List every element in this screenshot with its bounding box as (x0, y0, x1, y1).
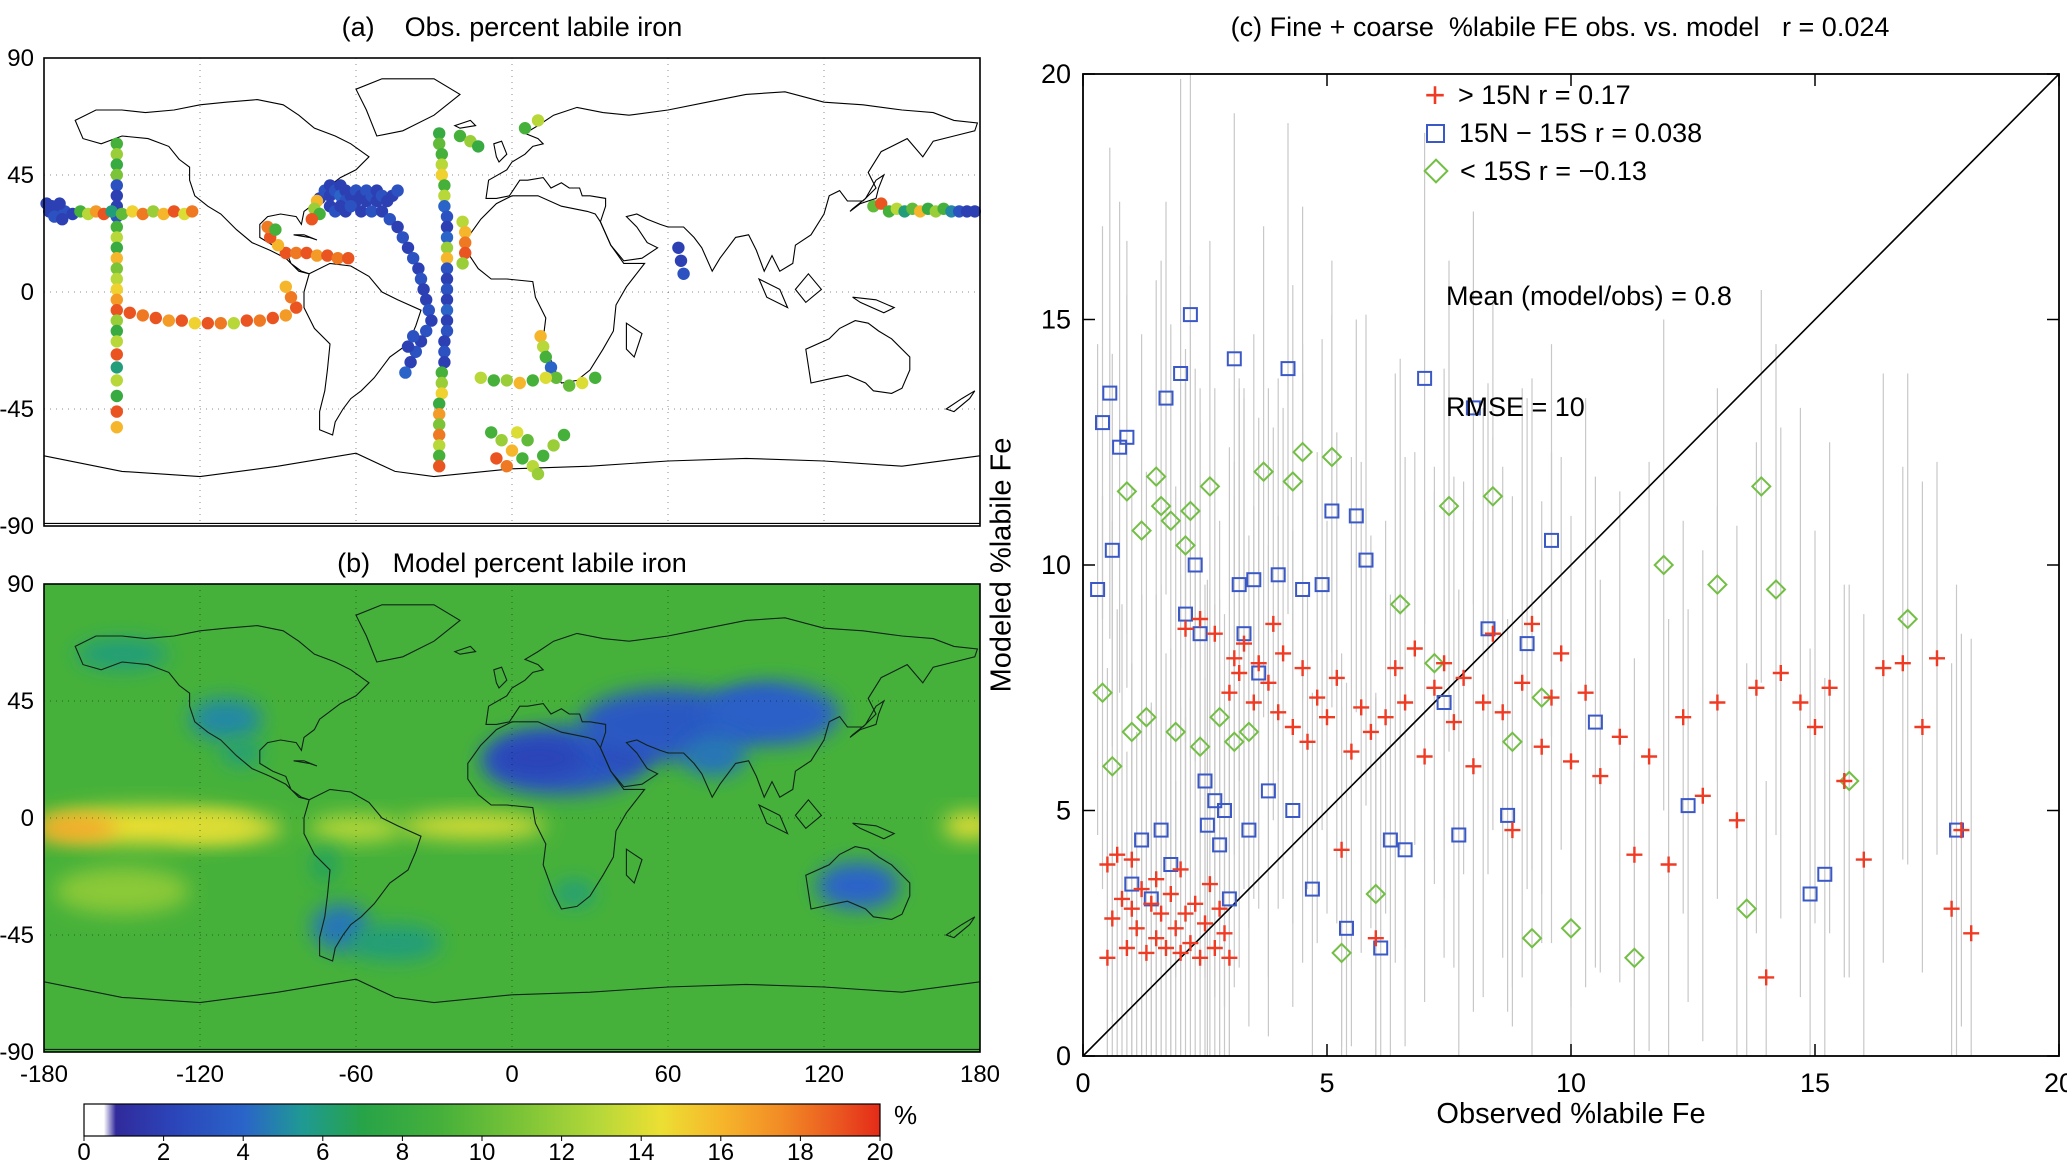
legend-item-lt-15s: < 15S r = −0.13 (1422, 152, 1702, 190)
svg-text:5: 5 (1319, 1068, 1334, 1098)
svg-text:120: 120 (804, 1061, 844, 1088)
diamond-marker-icon (1423, 158, 1449, 184)
svg-text:0: 0 (77, 1139, 90, 1163)
legend-label-gt-15n: > 15N r = 0.17 (1458, 79, 1631, 110)
svg-text:60: 60 (655, 1061, 682, 1088)
svg-text:0: 0 (1056, 1041, 1071, 1071)
svg-text:4: 4 (237, 1139, 250, 1163)
scatter-annotations: Mean (model/obs) = 0.8 RMSE = 10 (1446, 204, 1732, 500)
svg-text:90: 90 (7, 571, 34, 598)
legend-label-15n-15s: 15N − 15S r = 0.038 (1459, 117, 1703, 148)
legend-label-lt-15s: < 15S r = −0.13 (1460, 155, 1647, 186)
panel-a-title: (a) Obs. percent labile iron (341, 12, 683, 42)
svg-text:2: 2 (157, 1139, 170, 1163)
mean-annotation: Mean (model/obs) = 0.8 (1446, 281, 1732, 311)
scatter-x-axis-label: Observed %labile Fe (1436, 1098, 1706, 1130)
rmse-annotation: RMSE = 10 (1446, 392, 1585, 422)
svg-text:90: 90 (7, 45, 34, 72)
svg-text:0: 0 (505, 1061, 518, 1088)
svg-text:10: 10 (1041, 550, 1071, 580)
svg-text:20: 20 (1041, 59, 1071, 89)
svg-text:180: 180 (960, 1061, 1000, 1088)
svg-text:6: 6 (316, 1139, 329, 1163)
svg-text:0: 0 (21, 279, 34, 306)
legend-item-15n-15s: 15N − 15S r = 0.038 (1422, 114, 1702, 152)
svg-text:-45: -45 (0, 922, 34, 949)
svg-text:15: 15 (1041, 305, 1071, 335)
svg-text:20: 20 (867, 1139, 894, 1163)
obs-map-canvas: 90 45 0 -45 -90 (0, 45, 981, 540)
svg-text:-60: -60 (339, 1061, 374, 1088)
svg-text:%: % (894, 1100, 917, 1130)
svg-text:45: 45 (7, 162, 34, 189)
scatter-plot-canvas: 0 5 10 15 20 0 5 10 15 20 (1041, 59, 2067, 1098)
svg-text:15: 15 (1800, 1068, 1830, 1098)
legend-item-gt-15n: + > 15N r = 0.17 (1422, 76, 1702, 114)
svg-text:5: 5 (1056, 796, 1071, 826)
svg-text:10: 10 (1556, 1068, 1586, 1098)
svg-text:14: 14 (628, 1139, 655, 1163)
svg-text:8: 8 (396, 1139, 409, 1163)
model-map-canvas: 90 45 0 -45 -90-180 -120 -60 0 60 120 180 (0, 571, 1000, 1088)
panel-b-title: (b) Model percent labile iron (337, 548, 687, 578)
plus-marker-icon: + (1424, 74, 1446, 115)
svg-text:0: 0 (1075, 1068, 1090, 1098)
svg-text:0: 0 (21, 805, 34, 832)
svg-text:-120: -120 (176, 1061, 224, 1088)
svg-text:16: 16 (707, 1139, 734, 1163)
svg-text:12: 12 (548, 1139, 575, 1163)
svg-text:18: 18 (787, 1139, 814, 1163)
scatter-legend: + > 15N r = 0.17 15N − 15S r = 0.038 < 1… (1422, 76, 1702, 190)
panel-c-title: (c) Fine + coarse %labile FE obs. vs. mo… (1230, 12, 1890, 42)
svg-text:-90: -90 (0, 513, 34, 540)
svg-text:-90: -90 (0, 1039, 34, 1066)
svg-text:20: 20 (2044, 1068, 2067, 1098)
scatter-y-axis-label: Modeled %labile Fe (985, 437, 1018, 693)
svg-text:-45: -45 (0, 396, 34, 423)
colorbar: 0 2 4 6 8 10 12 14 16 18 20% (77, 1100, 917, 1163)
svg-text:-180: -180 (20, 1061, 68, 1088)
svg-text:10: 10 (469, 1139, 496, 1163)
square-marker-icon (1426, 123, 1445, 143)
svg-text:45: 45 (7, 688, 34, 715)
